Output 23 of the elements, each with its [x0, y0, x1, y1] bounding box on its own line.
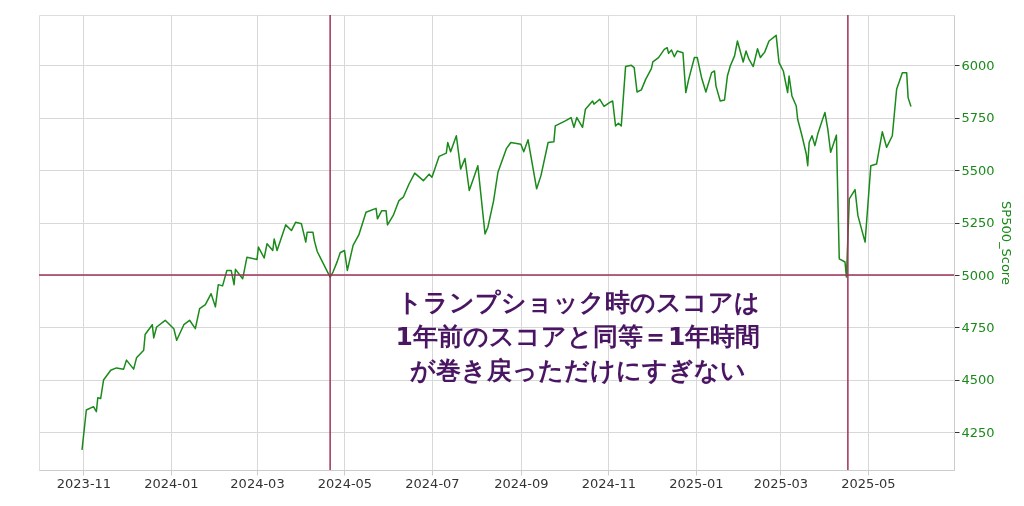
annotation: トランプショック時のスコアは [396, 288, 760, 317]
y-tick-label: 5750 [961, 110, 995, 126]
y-axis-title: SP500_Score [998, 201, 1014, 285]
annotation: が巻き戻っただけにすぎない [410, 356, 746, 385]
y-tick-label: 5500 [961, 162, 995, 178]
y-tick-label: 6000 [961, 57, 995, 73]
x-tick-label: 2024-05 [317, 475, 373, 491]
y-tick-label: 4250 [961, 424, 995, 440]
x-tick-label: 2024-09 [494, 475, 549, 491]
x-tick-label: 2024-03 [230, 475, 285, 491]
x-tick-label: 2025-03 [753, 475, 809, 491]
annotation: 1年前のスコアと同等＝1年時間 [395, 322, 761, 351]
x-tick-label: 2024-07 [405, 475, 460, 491]
x-tick-label: 2024-01 [144, 475, 199, 491]
line-series [81, 34, 912, 451]
x-tick-label: 2025-01 [669, 475, 724, 491]
x-tick-label: 2024-11 [581, 475, 637, 491]
y-tick-label: 5250 [961, 215, 995, 231]
y-tick-label: 4500 [961, 372, 995, 388]
y-tick-label: 4750 [961, 319, 995, 335]
x-tick-label: 2023-11 [56, 475, 112, 491]
x-tick-label: 2025-05 [841, 475, 896, 491]
y-tick-label: 5000 [961, 267, 995, 283]
